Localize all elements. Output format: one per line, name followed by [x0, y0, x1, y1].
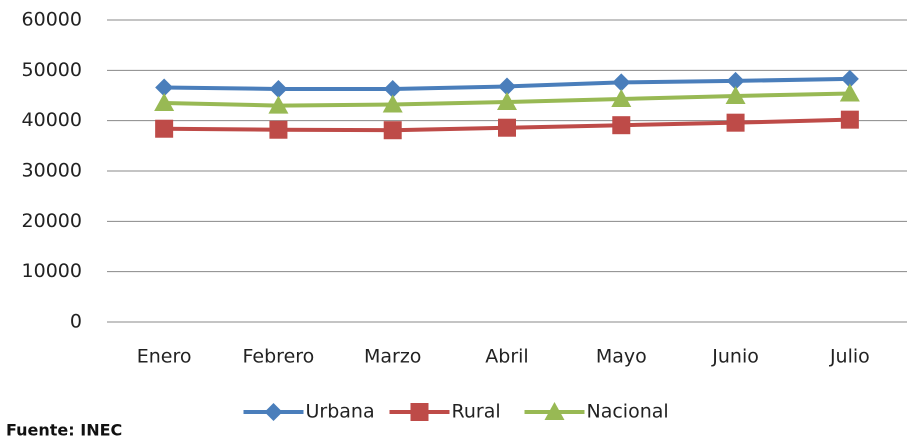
y-tick-label: 10000 [22, 260, 82, 282]
data-point [612, 116, 631, 135]
data-point [498, 118, 516, 137]
data-point [382, 94, 403, 113]
data-point [155, 119, 174, 138]
x-tick-label: Abril [485, 346, 528, 368]
y-tick-label: 50000 [22, 59, 82, 81]
y-tick-label: 30000 [22, 160, 82, 182]
y-tick-label: 0 [70, 311, 82, 333]
data-point [839, 83, 860, 102]
data-point [155, 78, 174, 97]
y-tick-label: 60000 [22, 9, 82, 31]
data-point [383, 79, 402, 98]
x-tick-label: Junio [711, 346, 759, 368]
x-tick-label: Marzo [364, 346, 421, 368]
source-note: Fuente: INEC [6, 421, 122, 440]
legend-marker [410, 403, 429, 421]
x-tick-label: Enero [137, 346, 192, 368]
legend-label: Urbana [306, 401, 375, 423]
data-point [383, 121, 402, 140]
legend-label: Rural [452, 401, 501, 423]
data-point [840, 110, 859, 129]
data-point [725, 86, 746, 105]
data-point [269, 79, 288, 98]
legend-label: Nacional [587, 401, 669, 423]
data-point [726, 113, 745, 132]
data-point [269, 120, 288, 139]
y-tick-label: 20000 [22, 210, 82, 232]
data-point [498, 77, 516, 96]
x-tick-label: Julio [829, 346, 870, 368]
legend-marker [544, 402, 565, 420]
legend-marker [264, 403, 283, 421]
data-point [726, 71, 745, 90]
data-point [611, 89, 632, 108]
data-point [840, 69, 859, 88]
x-tick-label: Febrero [243, 346, 315, 368]
data-point [154, 93, 175, 112]
data-point [612, 73, 631, 92]
y-tick-label: 40000 [22, 109, 82, 131]
data-point [268, 95, 289, 114]
x-tick-label: Mayo [596, 346, 647, 368]
data-point [497, 92, 517, 111]
